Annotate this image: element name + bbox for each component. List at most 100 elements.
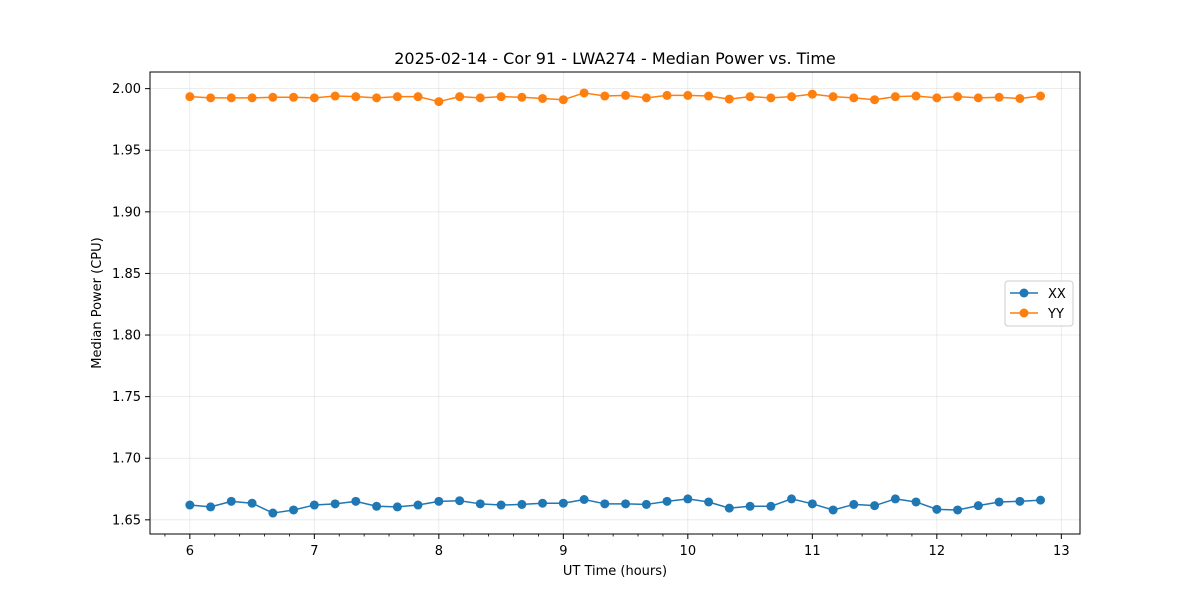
- x-tick-label: 8: [435, 544, 443, 559]
- x-axis: 6 7 8 9 10 11 12 13: [164, 534, 1070, 559]
- data-point-xx: [973, 501, 983, 511]
- x-tick-label: 11: [804, 544, 821, 559]
- data-point-yy: [932, 93, 942, 103]
- data-point-xx: [517, 499, 527, 509]
- data-point-yy: [475, 93, 485, 103]
- data-point-yy: [953, 92, 963, 102]
- data-point-xx: [662, 496, 672, 506]
- data-point-xx: [496, 500, 506, 510]
- y-tick-label: 2.00: [112, 82, 141, 97]
- data-point-yy: [724, 94, 734, 104]
- data-point-yy: [392, 92, 402, 102]
- x-axis-title: UT Time (hours): [563, 564, 667, 579]
- x-tick-label: 6: [186, 544, 194, 559]
- data-point-yy: [1036, 91, 1046, 101]
- data-point-yy: [330, 91, 340, 101]
- grid: [150, 72, 1080, 534]
- data-point-xx: [870, 501, 880, 511]
- data-point-yy: [870, 95, 880, 105]
- legend-marker-yy: [1019, 308, 1029, 318]
- data-point-xx: [932, 504, 942, 514]
- data-point-yy: [973, 93, 983, 103]
- y-tick-label: 1.80: [112, 329, 141, 344]
- data-point-yy: [351, 92, 361, 102]
- data-point-xx: [600, 499, 610, 509]
- data-point-yy: [268, 92, 278, 102]
- series-yy: [185, 88, 1046, 107]
- data-point-yy: [641, 93, 651, 103]
- data-point-xx: [621, 499, 631, 509]
- data-point-yy: [434, 97, 444, 107]
- x-tick-label: 12: [929, 544, 946, 559]
- data-point-yy: [704, 91, 714, 101]
- data-point-xx: [413, 500, 423, 510]
- data-point-xx: [247, 498, 257, 508]
- data-point-yy: [206, 93, 216, 103]
- data-point-yy: [185, 92, 195, 102]
- data-point-xx: [807, 499, 817, 509]
- data-point-xx: [392, 502, 402, 512]
- data-point-xx: [309, 500, 319, 510]
- data-point-yy: [517, 92, 527, 102]
- data-point-xx: [911, 497, 921, 507]
- legend-label-xx: XX: [1048, 287, 1066, 302]
- data-point-xx: [206, 502, 216, 512]
- series-xx: [185, 494, 1046, 518]
- data-point-xx: [953, 505, 963, 515]
- y-tick-label: 1.75: [112, 390, 141, 405]
- plot-area-frame: [149, 71, 1081, 535]
- y-axis: 1.65 1.70 1.75 1.80 1.85 1.90 1.95 2.00: [112, 82, 150, 528]
- y-tick-label: 1.85: [112, 267, 141, 282]
- data-point-yy: [247, 93, 257, 103]
- x-tick-label: 13: [1053, 544, 1070, 559]
- data-point-xx: [704, 497, 714, 507]
- series-layer: [185, 88, 1046, 518]
- data-point-xx: [558, 498, 568, 508]
- data-point-yy: [621, 90, 631, 100]
- data-point-yy: [600, 91, 610, 101]
- data-point-yy: [911, 91, 921, 101]
- data-point-yy: [662, 90, 672, 100]
- data-point-yy: [807, 89, 817, 99]
- data-point-xx: [787, 494, 797, 504]
- data-point-xx: [226, 496, 236, 506]
- data-point-xx: [268, 508, 278, 518]
- data-point-yy: [683, 90, 693, 100]
- data-point-yy: [1015, 93, 1025, 103]
- data-point-xx: [745, 501, 755, 511]
- x-tick-label: 7: [310, 544, 318, 559]
- y-tick-label: 1.70: [112, 452, 141, 467]
- data-point-xx: [641, 499, 651, 509]
- data-point-yy: [579, 88, 589, 98]
- data-point-xx: [724, 503, 734, 513]
- data-point-xx: [683, 494, 693, 504]
- data-point-yy: [455, 92, 465, 102]
- y-tick-label: 1.95: [112, 144, 141, 159]
- data-point-yy: [787, 92, 797, 102]
- data-point-xx: [434, 496, 444, 506]
- x-tick-label: 9: [559, 544, 567, 559]
- data-point-yy: [309, 93, 319, 103]
- data-point-xx: [1015, 496, 1025, 506]
- y-tick-label: 1.65: [112, 513, 141, 528]
- data-point-yy: [558, 95, 568, 105]
- data-point-yy: [828, 92, 838, 102]
- data-point-yy: [745, 92, 755, 102]
- data-point-xx: [579, 495, 589, 504]
- data-point-xx: [994, 497, 1004, 507]
- chart-title: 2025-02-14 - Cor 91 - LWA274 - Median Po…: [394, 49, 836, 68]
- data-point-xx: [185, 500, 195, 510]
- data-point-yy: [849, 93, 859, 103]
- data-point-yy: [496, 92, 506, 102]
- data-point-yy: [994, 92, 1004, 102]
- data-point-xx: [289, 505, 299, 515]
- data-point-yy: [538, 93, 548, 103]
- y-axis-title: Median Power (CPU): [90, 237, 105, 368]
- data-point-xx: [890, 494, 900, 504]
- data-point-xx: [475, 499, 485, 509]
- data-point-xx: [538, 498, 548, 508]
- data-point-yy: [890, 92, 900, 102]
- x-tick-label: 10: [680, 544, 697, 559]
- legend-marker-xx: [1019, 288, 1029, 298]
